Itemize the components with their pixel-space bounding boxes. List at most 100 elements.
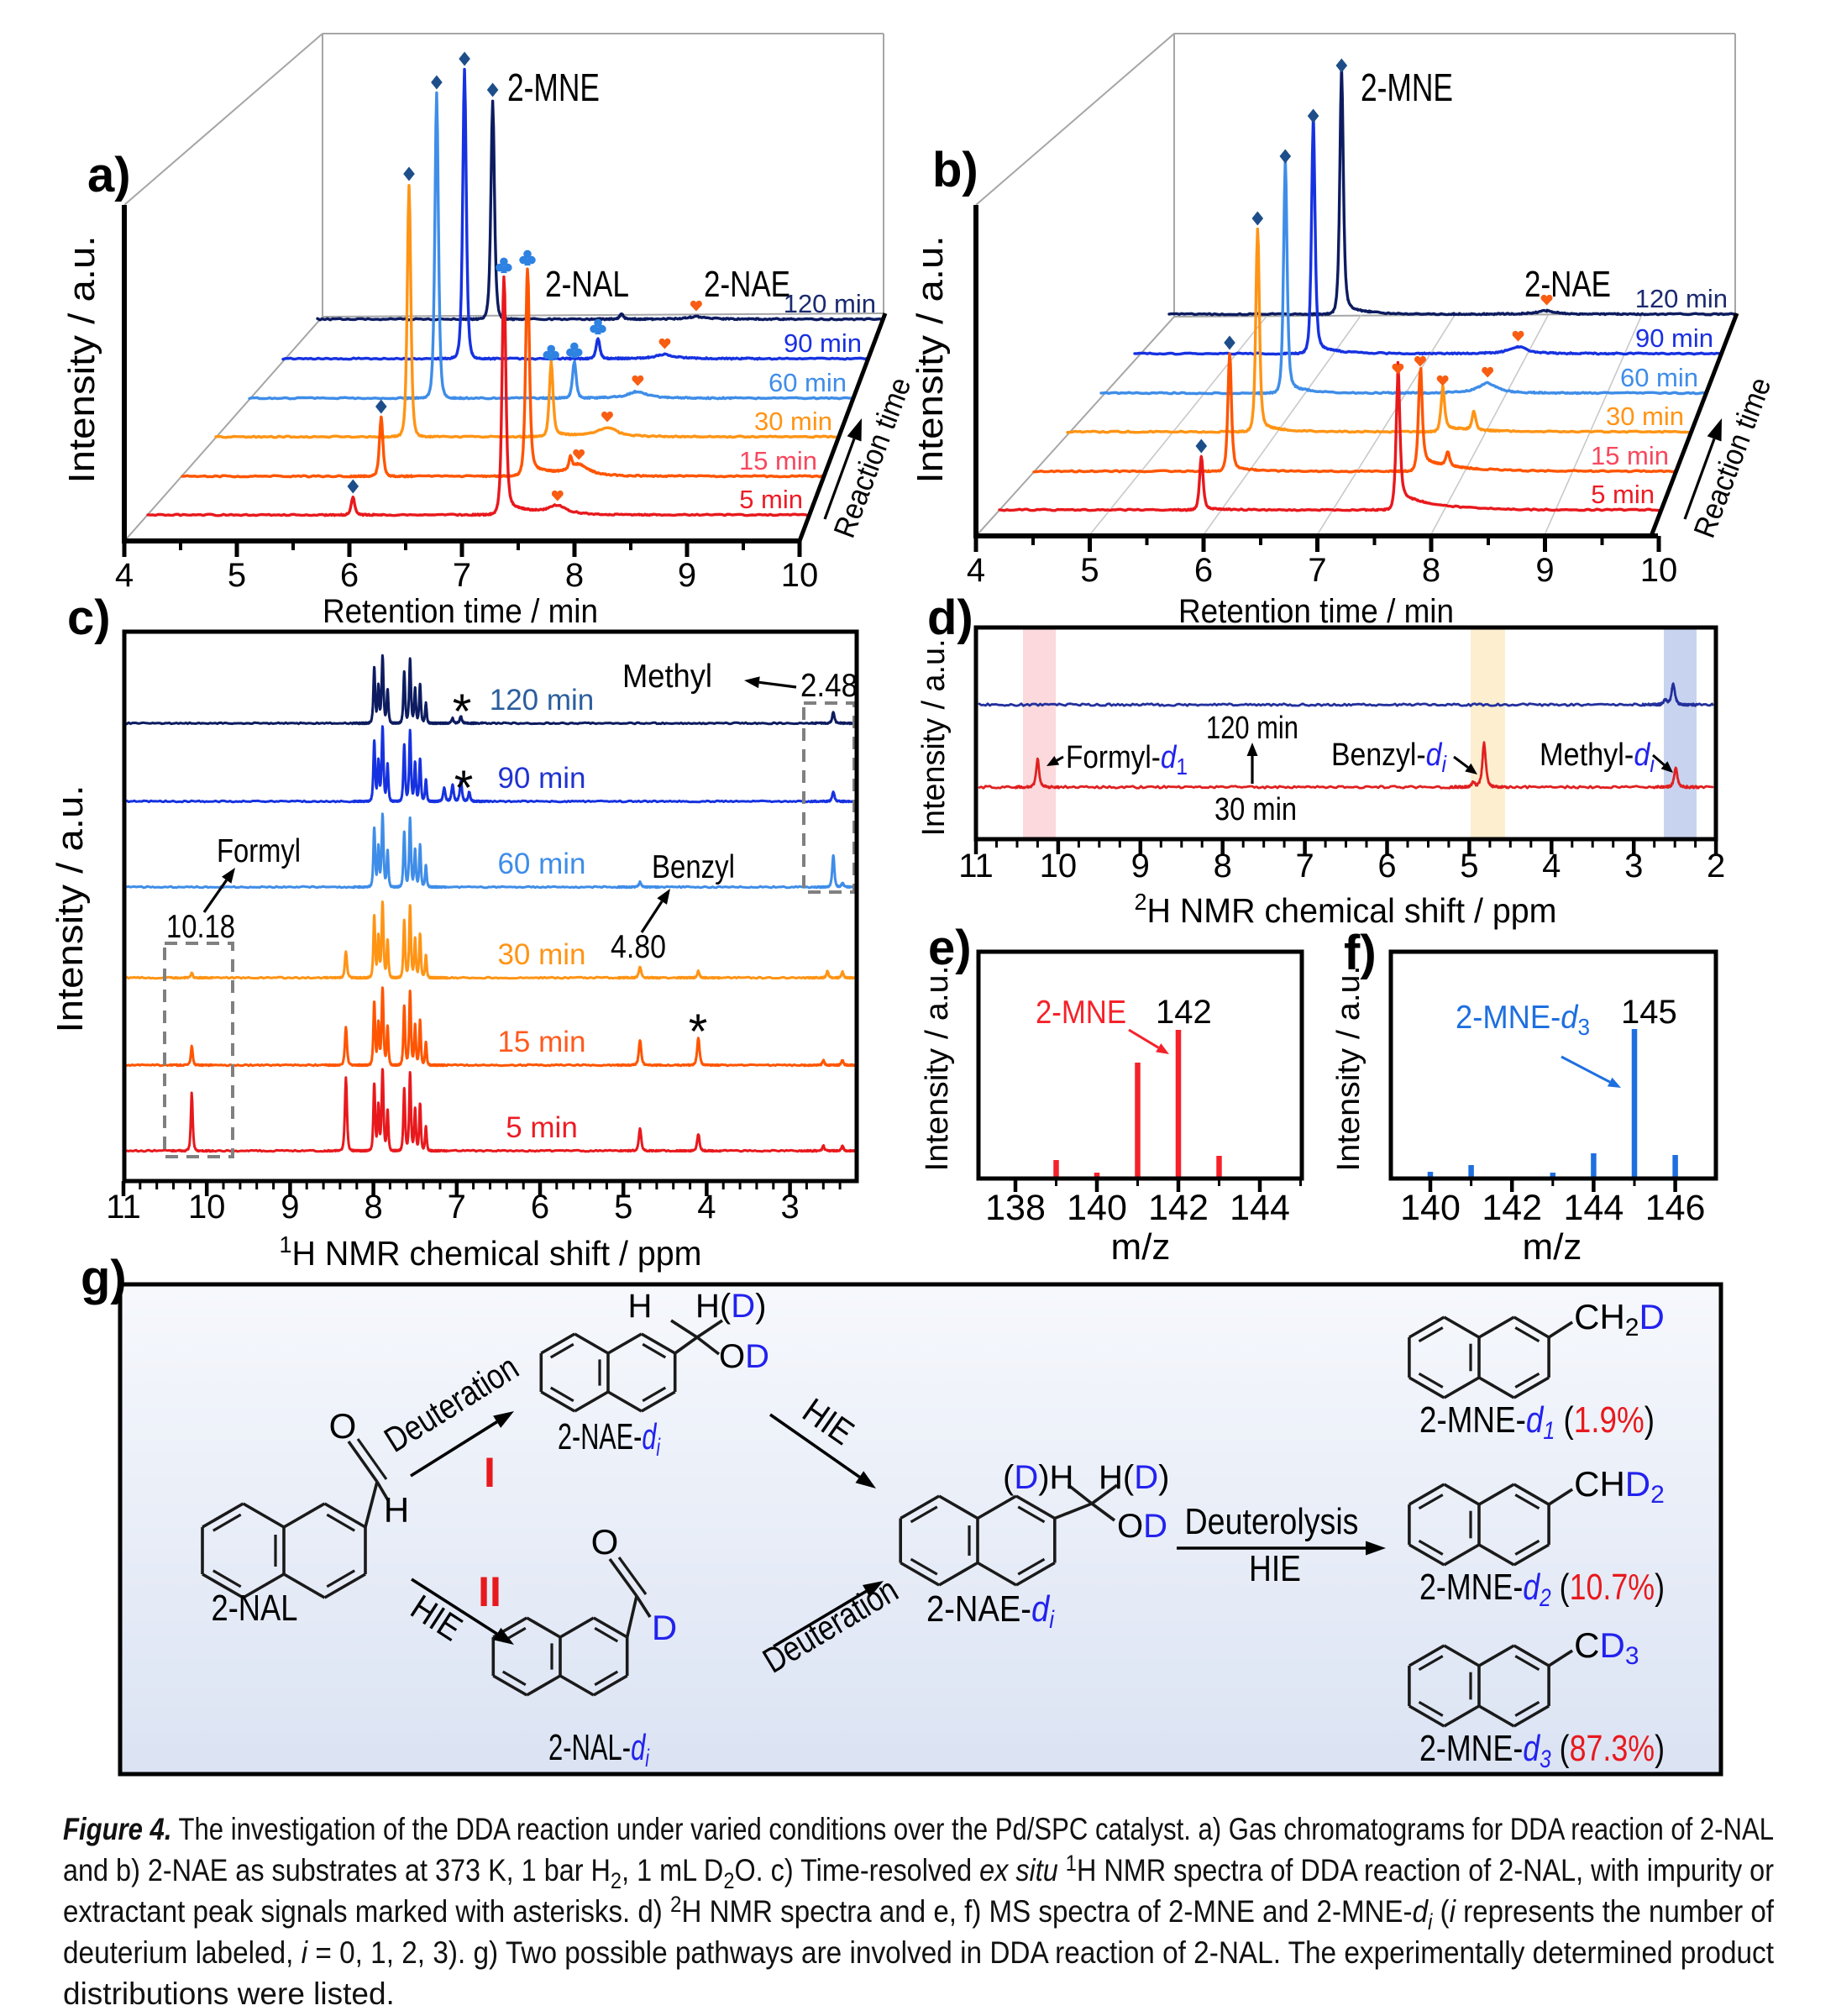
svg-text:e): e) (928, 921, 972, 975)
svg-text:8: 8 (1422, 552, 1440, 589)
svg-text:2-NAL: 2-NAL (212, 1588, 298, 1629)
svg-text:30 min: 30 min (754, 407, 832, 436)
svg-text:4: 4 (1542, 848, 1561, 885)
svg-text:H(D): H(D) (1099, 1459, 1169, 1496)
svg-text:120 min: 120 min (1206, 711, 1298, 746)
svg-text:2H NMR chemical shift / ppm: 2H NMR chemical shift / ppm (1135, 889, 1557, 930)
svg-text:II: II (478, 1568, 501, 1615)
svg-text:3: 3 (780, 1189, 799, 1226)
svg-text:OD: OD (719, 1338, 769, 1375)
svg-text:8: 8 (1214, 848, 1232, 885)
svg-text:3: 3 (1624, 848, 1643, 885)
svg-text:7: 7 (1295, 848, 1314, 885)
svg-text:15 min: 15 min (739, 446, 817, 475)
svg-text:10: 10 (188, 1189, 226, 1226)
svg-text:2-NAE-di: 2-NAE-di (558, 1416, 661, 1462)
svg-text:Intensity / a.u.: Intensity / a.u. (920, 966, 955, 1172)
svg-text:11: 11 (106, 1189, 141, 1226)
svg-text:Intensity / a.u.: Intensity / a.u. (916, 639, 952, 837)
svg-text:2-MNE-d1 (1.9%): 2-MNE-d1 (1.9%) (1419, 1399, 1655, 1445)
svg-text:138: 138 (985, 1188, 1046, 1228)
svg-text:4.80: 4.80 (611, 929, 666, 965)
svg-text:6: 6 (531, 1189, 549, 1226)
svg-text:90 min: 90 min (1635, 323, 1713, 353)
svg-text:5: 5 (1080, 552, 1099, 589)
svg-text:HIE: HIE (1249, 1548, 1301, 1589)
svg-text:m/z: m/z (1111, 1226, 1171, 1268)
svg-text:Deuterolysis: Deuterolysis (1185, 1501, 1359, 1542)
svg-text:H: H (384, 1490, 409, 1530)
svg-text:9: 9 (1131, 848, 1150, 885)
svg-text:6: 6 (340, 557, 359, 594)
svg-text:90 min: 90 min (497, 762, 585, 795)
svg-text:distributions were listed.: distributions were listed. (63, 1977, 395, 2011)
svg-text:6: 6 (1194, 552, 1213, 589)
svg-text:(D)H: (D)H (1003, 1459, 1073, 1496)
svg-text:9: 9 (1535, 552, 1554, 589)
svg-text:120 min: 120 min (1635, 284, 1728, 313)
svg-text:2-MNE: 2-MNE (507, 66, 600, 109)
svg-text:8: 8 (364, 1189, 382, 1226)
svg-text:f): f) (1344, 926, 1377, 980)
svg-text:OD: OD (1117, 1508, 1167, 1545)
svg-text:5 min: 5 min (506, 1111, 578, 1144)
svg-text:c): c) (67, 591, 111, 645)
svg-text:g): g) (81, 1251, 127, 1305)
svg-text:30 min: 30 min (497, 938, 585, 971)
svg-text:142: 142 (1482, 1188, 1542, 1228)
svg-text:CH2D: CH2D (1574, 1297, 1665, 1341)
svg-text:*: * (689, 1005, 708, 1059)
svg-text:2-NAL-di: 2-NAL-di (548, 1727, 650, 1772)
svg-text:*: * (454, 761, 474, 816)
svg-text:7: 7 (1308, 552, 1326, 589)
svg-text:90 min: 90 min (784, 328, 862, 358)
svg-text:extractant peak signals marked: extractant peak signals marked with aste… (63, 1892, 1775, 1935)
svg-text:Benzyl: Benzyl (652, 849, 735, 885)
svg-text:120 min: 120 min (490, 684, 595, 717)
svg-text:145: 145 (1621, 994, 1677, 1031)
svg-text:2-MNE-d3: 2-MNE-d3 (1456, 1000, 1590, 1040)
svg-text:146: 146 (1645, 1188, 1706, 1228)
svg-text:Retention time / min: Retention time / min (323, 593, 598, 630)
svg-text:2-MNE-d3 (87.3%): 2-MNE-d3 (87.3%) (1419, 1728, 1665, 1773)
svg-text:Intensity / a.u.: Intensity / a.u. (61, 236, 102, 484)
svg-text:15 min: 15 min (497, 1026, 585, 1058)
svg-text:60 min: 60 min (768, 368, 847, 397)
svg-text:144: 144 (1564, 1188, 1624, 1228)
svg-text:1H NMR chemical shift / ppm: 1H NMR chemical shift / ppm (280, 1231, 702, 1273)
svg-text:4: 4 (967, 552, 985, 589)
svg-text:9: 9 (281, 1189, 299, 1226)
svg-text:Methyl: Methyl (622, 659, 712, 695)
svg-text:Intensity / a.u.: Intensity / a.u. (1331, 966, 1367, 1172)
svg-text:2-NAE: 2-NAE (704, 264, 790, 305)
svg-text:D: D (652, 1608, 677, 1647)
svg-text:Formyl-d1: Formyl-d1 (1066, 740, 1188, 780)
svg-text:2-MNE: 2-MNE (1361, 66, 1453, 109)
svg-text:10.18: 10.18 (166, 909, 235, 945)
svg-text:142: 142 (1148, 1188, 1209, 1228)
svg-text:2: 2 (1707, 848, 1725, 885)
svg-text:144: 144 (1230, 1188, 1290, 1228)
svg-text:2-MNE: 2-MNE (1036, 995, 1126, 1031)
svg-text:10: 10 (1040, 848, 1078, 885)
svg-text:O: O (329, 1406, 357, 1446)
svg-text:7: 7 (453, 557, 471, 594)
svg-text:9: 9 (678, 557, 696, 594)
svg-text:O: O (591, 1522, 619, 1562)
svg-text:30 min: 30 min (1606, 402, 1684, 431)
svg-text:5 min: 5 min (739, 485, 803, 514)
svg-text:2-NAE: 2-NAE (1524, 264, 1611, 305)
svg-text:4: 4 (697, 1189, 716, 1226)
svg-text:2.48: 2.48 (800, 668, 858, 704)
svg-text:5: 5 (614, 1189, 632, 1226)
svg-text:140: 140 (1067, 1188, 1127, 1228)
svg-text:4: 4 (115, 557, 134, 594)
svg-text:d): d) (927, 591, 973, 645)
svg-text:60 min: 60 min (497, 848, 585, 880)
svg-text:deuterium labeled, i = 0, 1, 2: deuterium labeled, i = 0, 1, 2, 3). g) T… (63, 1935, 1775, 1970)
svg-text:6: 6 (1377, 848, 1396, 885)
svg-text:140: 140 (1400, 1188, 1461, 1228)
svg-text:30 min: 30 min (1214, 792, 1297, 827)
svg-text:8: 8 (565, 557, 584, 594)
svg-text:Retention time / min: Retention time / min (1178, 593, 1454, 630)
